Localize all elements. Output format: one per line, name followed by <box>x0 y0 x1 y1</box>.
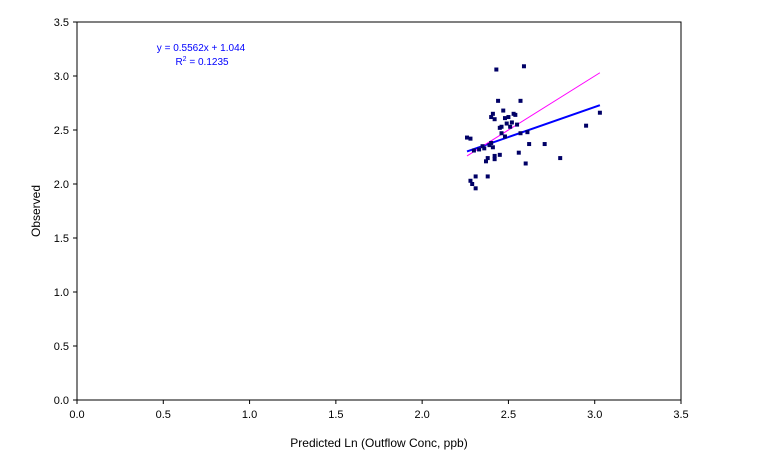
x-tick-label: 0.5 <box>156 409 171 421</box>
regression-equation: y = 0.5562x + 1.044 <box>157 43 246 54</box>
data-point <box>471 148 476 153</box>
data-point <box>521 64 526 69</box>
x-axis-label: Predicted Ln (Outflow Conc, ppb) <box>290 436 467 450</box>
y-tick-label: 1.5 <box>54 233 69 245</box>
data-point <box>513 112 518 117</box>
data-point <box>468 136 473 141</box>
x-axis: 0.0 0.5 1.0 1.5 2.0 2.5 3.0 3.5 <box>69 400 689 421</box>
data-point <box>501 108 506 113</box>
data-point <box>490 145 495 150</box>
x-tick-label: 2.5 <box>501 409 516 421</box>
data-point <box>527 142 532 147</box>
data-point <box>480 144 485 149</box>
data-point <box>509 120 514 125</box>
data-point <box>487 143 492 148</box>
data-point <box>502 134 507 139</box>
data-points <box>465 64 602 191</box>
data-point <box>496 98 501 103</box>
data-point <box>485 156 490 161</box>
data-point <box>558 156 563 161</box>
data-point <box>508 124 513 129</box>
data-point <box>489 140 494 145</box>
data-point <box>485 174 490 179</box>
x-tick-label: 3.5 <box>673 409 688 421</box>
data-point <box>597 110 602 115</box>
data-point <box>499 124 504 129</box>
x-tick-label: 1.0 <box>242 409 257 421</box>
x-tick-label: 3.0 <box>587 409 602 421</box>
data-point <box>516 150 521 155</box>
data-point <box>477 147 482 152</box>
data-point <box>473 174 478 179</box>
data-point <box>542 142 547 147</box>
r-squared-label: R2 = 0.1235 <box>175 56 229 68</box>
data-point <box>499 131 504 136</box>
data-point <box>492 157 497 162</box>
data-point <box>584 123 589 128</box>
y-tick-label: 1.0 <box>54 287 69 299</box>
y-tick-label: 2.5 <box>54 125 69 137</box>
data-point <box>502 116 507 121</box>
data-point <box>525 130 530 135</box>
data-point <box>465 135 470 140</box>
x-tick-label: 2.0 <box>414 409 429 421</box>
data-point <box>497 152 502 157</box>
y-tick-label: 3.5 <box>54 17 69 29</box>
data-point <box>494 67 499 72</box>
data-point <box>523 161 528 166</box>
data-point <box>470 182 475 186</box>
data-point <box>483 159 488 164</box>
y-tick-label: 2.0 <box>54 179 69 191</box>
data-point <box>515 122 520 127</box>
y-axis-label: Observed <box>29 185 43 237</box>
data-point <box>473 186 478 191</box>
data-point <box>518 98 523 103</box>
x-tick-label: 0.0 <box>69 409 84 421</box>
data-point <box>492 153 497 158</box>
data-point <box>506 115 511 120</box>
data-point <box>518 131 523 136</box>
data-point <box>468 178 473 183</box>
reference-line <box>466 72 601 157</box>
data-point <box>489 115 494 120</box>
y-axis: 0.0 0.5 1.0 1.5 2.0 2.5 3.0 3.5 <box>54 17 77 407</box>
y-tick-label: 0.0 <box>54 395 69 407</box>
data-point <box>504 121 509 126</box>
data-point <box>492 117 497 122</box>
y-tick-label: 0.5 <box>54 341 69 353</box>
y-tick-label: 3.0 <box>54 71 69 83</box>
data-point <box>490 111 495 116</box>
data-point <box>482 146 487 151</box>
x-tick-label: 1.5 <box>328 409 343 421</box>
